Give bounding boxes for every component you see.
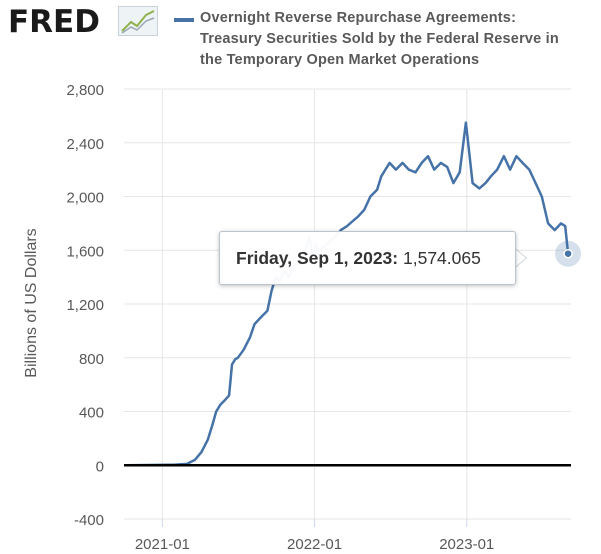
series-group <box>123 121 571 467</box>
y-tick-label: 800 <box>79 351 104 368</box>
series-line[interactable] <box>123 121 570 467</box>
x-tick-label: 2023-01 <box>439 536 494 553</box>
tooltip-date: Friday, Sep 1, 2023: <box>236 248 399 268</box>
header: FRED Overnight Reverse Repurchase Agreem… <box>0 0 601 80</box>
tooltip-value: 1,574.065 <box>403 248 481 268</box>
y-tick-label: 2,800 <box>66 82 104 99</box>
y-tick-label: 1,600 <box>66 243 104 260</box>
tooltip-text: Friday, Sep 1, 2023: 1,574.065 <box>236 248 481 269</box>
line-chart-icon <box>118 6 158 36</box>
y-tick-labels: -400 0 400 800 1,200 1,600 2,000 2,400 2,800 <box>66 82 104 529</box>
x-tick-label: 2022-01 <box>287 536 342 553</box>
title-line-1: Overnight Reverse Repurchase Agreements: <box>200 10 517 26</box>
title-line-2: Treasury Securities Sold by the Federal … <box>200 31 559 47</box>
x-tick-label: 2021-01 <box>135 536 190 553</box>
title-line-3: the Temporary Open Market Operations <box>200 52 480 68</box>
hover-marker-group <box>555 240 582 267</box>
x-tick-labels: 2021-01 2022-01 2023-01 <box>135 536 494 553</box>
tooltip-arrow <box>514 248 526 268</box>
y-axis-label: Billions of US Dollars <box>23 228 40 378</box>
y-tick-label: 2,400 <box>66 136 104 153</box>
y-tick-label: 1,200 <box>66 297 104 314</box>
tooltip: Friday, Sep 1, 2023: 1,574.065 <box>219 231 516 285</box>
y-tick-label: -400 <box>74 512 104 529</box>
y-tick-label: 400 <box>79 405 104 422</box>
y-tick-label: 0 <box>96 458 104 475</box>
hover-marker[interactable] <box>563 248 573 259</box>
chart-title[interactable]: Overnight Reverse Repurchase Agreements:… <box>200 8 595 71</box>
y-tick-label: 2,000 <box>66 190 104 207</box>
legend-series-swatch <box>174 18 194 22</box>
fred-logo[interactable]: FRED <box>8 4 100 40</box>
